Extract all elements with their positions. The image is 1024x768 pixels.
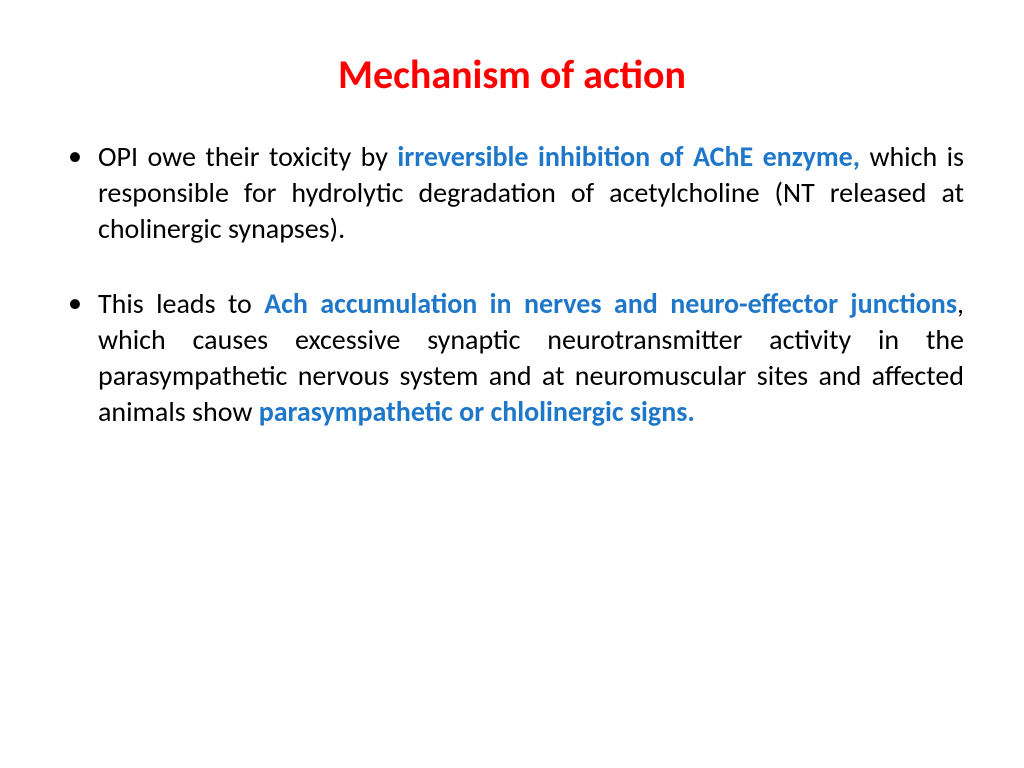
bullet-item: This leads to Ach accumulation in nerves… [60, 286, 964, 429]
body-text: This leads to [98, 286, 264, 321]
highlighted-text: parasympathetic or chlolinergic signs. [259, 394, 695, 429]
highlighted-text: Ach accumulation in nerves and neuro-eff… [264, 286, 957, 321]
slide: Mechanism of action OPI owe their toxici… [0, 0, 1024, 768]
highlighted-text: irreversible inhibition of AChE enzyme, [397, 139, 860, 174]
body-text: OPI owe their toxicity by [98, 139, 397, 174]
slide-title: Mechanism of action [60, 50, 964, 99]
bullet-list: OPI owe their toxicity by irreversible i… [60, 139, 964, 430]
bullet-item: OPI owe their toxicity by irreversible i… [60, 139, 964, 246]
